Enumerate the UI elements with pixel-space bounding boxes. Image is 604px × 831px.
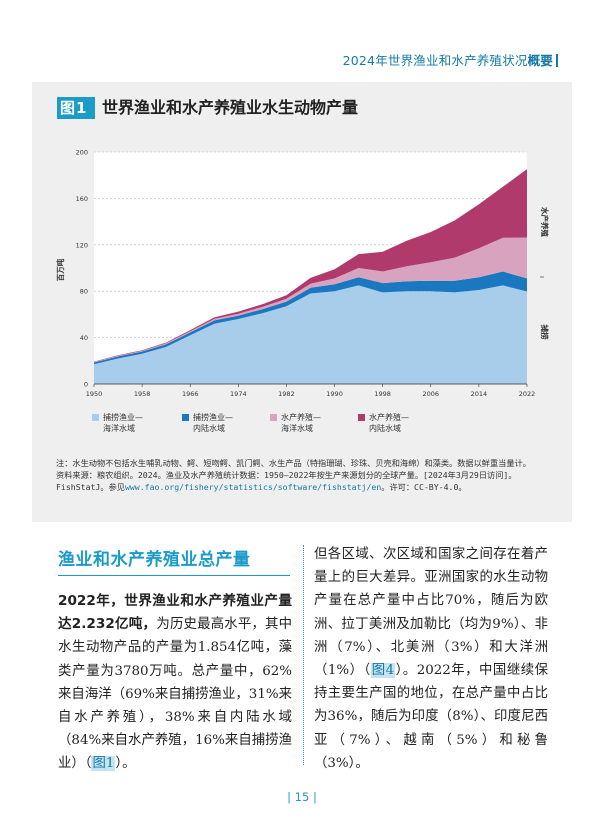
y-tick-label: 160 <box>76 195 88 203</box>
y-tick-label: 0 <box>84 381 88 389</box>
lead-sentence: 2022年，世界渔业和水产养殖业产量达2.232亿吨， <box>58 593 292 633</box>
note-line-3b: 。许可：CC-BY-4.0。 <box>381 482 467 492</box>
chart-legend: 捕捞渔业— 海洋水域 捕捞渔业— 内陆水域 水产养殖— 海洋水域 水产养殖— 内… <box>92 412 532 442</box>
figure-title: 世界渔业和水产养殖业水生动物产量 <box>102 98 359 117</box>
right-tail: ）。2022年，中国继续保持主要生产国的地位，在总产量中占比为36%，随后为印度… <box>314 663 548 771</box>
note-line-2: 资料来源：粮农组织。2024。渔业及水产养殖统计数据：1950–2022年按生产… <box>56 470 517 480</box>
figure-note: 注：水生动物不包括水生哺乳动物、鳄、短吻鳄、凯门鳄、水生产品（特指珊瑚、珍珠、贝… <box>56 457 556 493</box>
page-number: | 15 | <box>287 790 317 804</box>
left-column: 2022年，世界渔业和水产养殖业产量达2.232亿吨，为历史最高水平，其中水生动… <box>58 590 292 776</box>
x-tick-label: 1982 <box>278 390 295 398</box>
right-body: 但各区域、次区域和国家之间存在着产量上的巨大差异。亚洲国家的水生动物产量在总产量… <box>314 547 548 679</box>
x-tick-label: 1950 <box>86 390 103 398</box>
left-tail: ）。 <box>115 756 136 772</box>
legend-label: 捕捞渔业— 海洋水域 <box>103 413 143 433</box>
y-tick-label: 40 <box>80 334 88 342</box>
figure1-xref[interactable]: 图1 <box>91 756 116 772</box>
left-body: 为历史最高水平，其中水生动物产品的产量为1.854亿吨，藻类产量为3780万吨。… <box>58 617 293 772</box>
section-rule <box>58 575 290 576</box>
right-column: 但各区域、次区域和国家之间存在着产量上的巨大差异。亚洲国家的水生动物产量在总产量… <box>314 543 548 775</box>
x-tick-label: 1958 <box>134 390 151 398</box>
note-line-3: FishStatJ。参见www.fao.org/fishery/statisti… <box>56 481 556 493</box>
area-series-1 <box>94 271 527 365</box>
legend-label: 水产养殖— 海洋水域 <box>281 413 321 433</box>
x-tick-label: 2022 <box>519 390 536 398</box>
section-title: 渔业和水产养殖业总产量 <box>58 550 251 570</box>
area-layer <box>94 169 527 384</box>
running-head-emph: 概要 <box>527 53 553 68</box>
area-series-2 <box>94 237 527 363</box>
legend-swatch <box>358 414 365 421</box>
area-series-0 <box>94 285 527 384</box>
running-head-title: 2024年世界渔业和水产养殖状况 <box>342 53 528 68</box>
note-line-1: 注：水生动物不包括水生哺乳动物、鳄、短吻鳄、凯门鳄、水生产品（特指珊瑚、珍珠、贝… <box>56 458 531 468</box>
legend-label: 水产养殖— 内陆水域 <box>369 413 409 433</box>
y-tick-label: 200 <box>76 149 88 157</box>
running-head: 2024年世界渔业和水产养殖状况概要 <box>343 50 558 69</box>
figure-panel: 图1 世界渔业和水产养殖业水生动物产量 0 40 80 120 160 200 1950 19… <box>32 82 572 522</box>
x-tick-label: 1990 <box>326 390 343 398</box>
x-tick-label: 1998 <box>374 390 391 398</box>
right-label-aquaculture: 水产养殖 <box>540 207 550 237</box>
legend-swatch <box>182 414 189 421</box>
x-tick-label: 1974 <box>230 390 247 398</box>
note-line-3a: FishStatJ。参见 <box>56 482 125 492</box>
column-divider <box>303 545 304 765</box>
y-axis-label: 百万吨 <box>55 258 65 281</box>
legend-swatch <box>92 414 99 421</box>
legend-label: 捕捞渔业— 内陆水域 <box>193 413 233 433</box>
y-tick-label: 80 <box>80 288 88 296</box>
figure-badge: 图1 <box>57 97 95 119</box>
x-tick-label: 1966 <box>182 390 199 398</box>
production-chart: 0 40 80 120 160 200 1950 1958 1966 1974 1982 1990 19… <box>55 149 550 399</box>
y-tick-label: 120 <box>76 241 88 249</box>
axis-layer: 0 40 80 120 160 200 1950 1958 1966 1974 1982 1990 19… <box>76 149 536 399</box>
figure4-xref[interactable]: 图4 <box>370 663 396 679</box>
legend-swatch <box>270 414 277 421</box>
fishstatj-link[interactable]: www.fao.org/fishery/statistics/software/… <box>124 482 382 492</box>
running-head-bar <box>556 54 558 67</box>
x-tick-label: 2006 <box>423 390 440 398</box>
right-label-capture: 捕捞 <box>540 325 550 340</box>
x-tick-label: 2014 <box>471 390 488 398</box>
